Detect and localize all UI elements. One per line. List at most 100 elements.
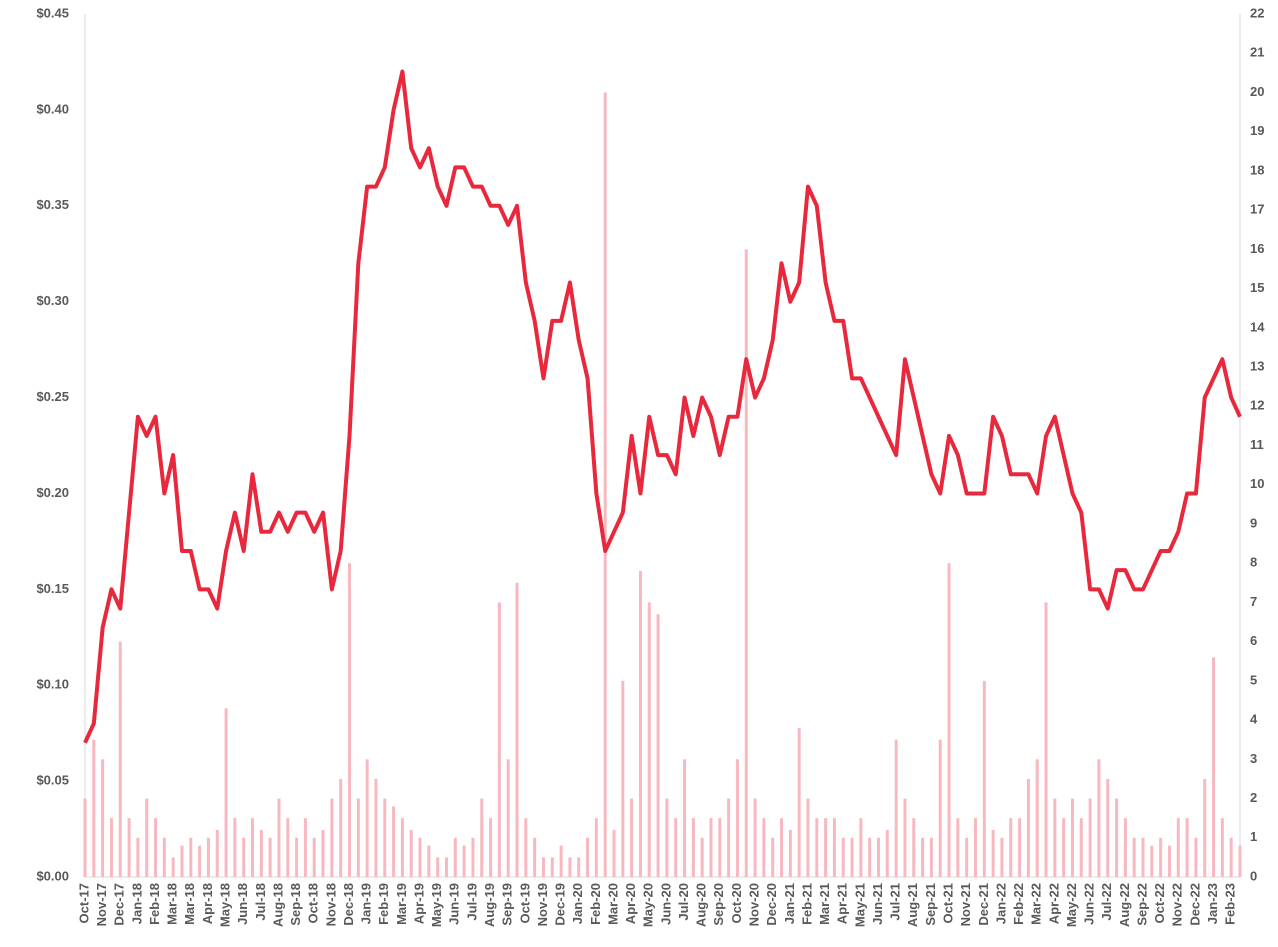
volume-bar <box>1079 818 1083 877</box>
x-tick-label: Nov-21 <box>958 883 973 926</box>
y2-tick-label: 20 <box>1250 84 1264 99</box>
x-tick-label: Apr-18 <box>200 883 215 924</box>
volume-bar <box>638 571 642 877</box>
volume-bar <box>859 818 863 877</box>
x-tick-label: Feb-19 <box>376 883 391 925</box>
x-tick-label: Apr-19 <box>411 883 426 924</box>
y2-tick-label: 9 <box>1250 515 1257 530</box>
volume-bar <box>973 818 977 877</box>
volume-bar <box>162 837 166 877</box>
y2-tick-label: 11 <box>1250 437 1264 452</box>
volume-bar <box>1203 778 1207 877</box>
x-tick-label: Jan-22 <box>993 883 1008 924</box>
volume-bar <box>383 798 387 877</box>
y-tick-label: $0.30 <box>36 293 69 308</box>
x-tick-label: Feb-18 <box>147 883 162 925</box>
volume-bar <box>1035 759 1039 877</box>
y-tick-label: $0.15 <box>36 581 69 596</box>
y-tick-label: $0.10 <box>36 677 69 692</box>
volume-bar <box>665 798 669 877</box>
volume-bar <box>154 818 158 877</box>
x-tick-label: Jul-22 <box>1099 883 1114 921</box>
volume-bar <box>771 837 775 877</box>
x-tick-label: Feb-22 <box>1011 883 1026 925</box>
volume-bar <box>1044 602 1048 877</box>
volume-bar <box>268 837 272 877</box>
volume-bar <box>286 818 290 877</box>
x-tick-label: Nov-20 <box>747 883 762 926</box>
volume-bar <box>656 614 660 877</box>
volume-bar <box>850 837 854 877</box>
x-tick-label: Dec-21 <box>976 883 991 926</box>
volume-bar <box>929 837 933 877</box>
x-tick-label: Nov-17 <box>94 883 109 926</box>
x-tick-label: Sep-22 <box>1134 883 1149 926</box>
x-tick-label: Sep-21 <box>923 883 938 926</box>
volume-bar <box>1185 818 1189 877</box>
volume-bar <box>533 837 537 877</box>
x-tick-label: Aug-18 <box>270 883 285 927</box>
volume-bar <box>515 582 519 877</box>
volume-bar <box>1009 818 1013 877</box>
y2-tick-label: 5 <box>1250 672 1257 687</box>
volume-bar <box>612 829 616 877</box>
volume-bar <box>674 818 678 877</box>
x-tick-label: Nov-22 <box>1170 883 1185 926</box>
volume-bar <box>1018 818 1022 877</box>
volume-bar <box>92 739 96 877</box>
y2-tick-label: 7 <box>1250 594 1257 609</box>
volume-bar <box>330 798 334 877</box>
volume-bar <box>365 759 369 877</box>
x-tick-label: Apr-21 <box>835 883 850 924</box>
volume-bar <box>903 798 907 877</box>
volume-bar <box>762 818 766 877</box>
volume-bar <box>136 837 140 877</box>
volume-bar <box>1132 837 1136 877</box>
x-tick-label: Jan-21 <box>782 883 797 924</box>
volume-bar <box>709 818 713 877</box>
x-tick-label: Aug-19 <box>482 883 497 927</box>
volume-bar <box>550 857 554 877</box>
x-tick-label: Jun-19 <box>447 883 462 925</box>
volume-bar <box>956 818 960 877</box>
volume-bar <box>277 798 281 877</box>
volume-bar <box>1167 845 1171 877</box>
y2-tick-label: 21 <box>1250 45 1264 60</box>
volume-bar <box>1229 837 1233 877</box>
volume-bar <box>577 857 581 877</box>
volume-bar <box>1159 837 1163 877</box>
volume-bar <box>171 857 175 877</box>
x-tick-label: Dec-22 <box>1187 883 1202 926</box>
volume-bar <box>453 837 457 877</box>
x-tick-label: Oct-19 <box>517 883 532 923</box>
y2-tick-label: 15 <box>1250 280 1264 295</box>
volume-bar <box>1106 778 1110 877</box>
volume-bar <box>1123 818 1127 877</box>
volume-bar <box>427 845 431 877</box>
y-tick-label: $0.35 <box>36 197 69 212</box>
volume-bar <box>1220 818 1224 877</box>
volume-bar <box>586 837 590 877</box>
x-tick-label: Jul-18 <box>253 883 268 921</box>
volume-bar <box>938 739 942 877</box>
y2-tick-label: 14 <box>1250 319 1265 334</box>
volume-bar <box>312 837 316 877</box>
y2-tick-label: 13 <box>1250 358 1264 373</box>
x-tick-label: Dec-17 <box>112 883 127 926</box>
x-tick-label: Mar-20 <box>605 883 620 925</box>
volume-bar <box>295 837 299 877</box>
volume-bar <box>647 602 651 877</box>
y2-tick-label: 16 <box>1250 241 1264 256</box>
volume-bar <box>594 818 598 877</box>
x-tick-label: May-22 <box>1064 883 1079 927</box>
volume-bar <box>489 818 493 877</box>
volume-bar <box>1115 798 1119 877</box>
x-tick-label: Oct-22 <box>1152 883 1167 923</box>
volume-bar <box>1062 818 1066 877</box>
x-tick-label: Sep-19 <box>500 883 515 926</box>
volume-bar <box>444 857 448 877</box>
volume-bar <box>1176 818 1180 877</box>
x-tick-label: Oct-21 <box>940 883 955 923</box>
x-tick-label: Mar-18 <box>182 883 197 925</box>
volume-bar <box>242 837 246 877</box>
